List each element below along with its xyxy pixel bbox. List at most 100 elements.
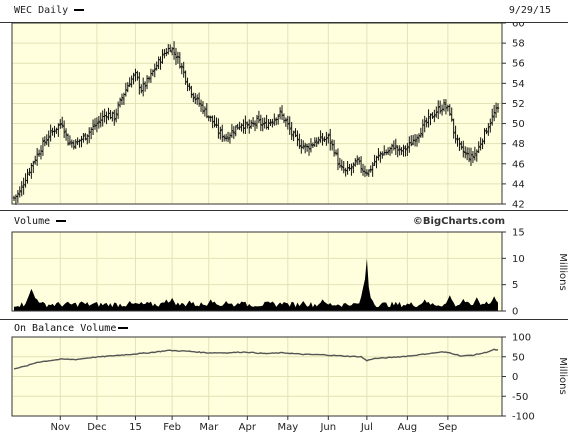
price-bar bbox=[415, 134, 419, 147]
price-bar bbox=[286, 115, 290, 130]
obv-y-axis: -100 -50 0 50 100 bbox=[502, 333, 535, 423]
price-bar bbox=[68, 135, 72, 146]
price-bar bbox=[190, 85, 193, 98]
price-bar bbox=[172, 41, 176, 60]
price-bar bbox=[188, 83, 191, 91]
price-bar bbox=[66, 133, 70, 146]
volume-header-band bbox=[0, 211, 568, 231]
chart-date: 9/29/15 bbox=[509, 5, 551, 16]
price-bar bbox=[309, 138, 313, 153]
price-bar bbox=[481, 138, 484, 150]
price-bar bbox=[234, 125, 237, 137]
x-tick-label: Feb bbox=[163, 422, 181, 433]
price-bar bbox=[487, 123, 490, 136]
price-bar bbox=[302, 140, 305, 150]
volume-y-axis: 0 5 10 15 bbox=[502, 228, 525, 318]
price-bar bbox=[296, 130, 299, 147]
price-bar bbox=[431, 112, 434, 119]
price-bar bbox=[211, 115, 214, 129]
price-bar bbox=[294, 128, 297, 138]
price-bar bbox=[246, 121, 249, 129]
price-bar bbox=[269, 119, 272, 127]
price-bar bbox=[450, 107, 453, 122]
price-bar bbox=[352, 162, 355, 174]
price-bar bbox=[128, 77, 131, 88]
price-bar bbox=[45, 134, 48, 146]
price-bar bbox=[230, 124, 234, 138]
price-bar bbox=[184, 70, 187, 85]
price-bar bbox=[126, 82, 129, 93]
price-y-tick-label: 50 bbox=[512, 119, 525, 130]
x-tick-label: Nov bbox=[51, 422, 71, 433]
price-bar bbox=[49, 124, 52, 142]
price-bar bbox=[303, 142, 307, 154]
price-bar bbox=[147, 76, 151, 83]
price-y-tick-label: 48 bbox=[512, 139, 525, 150]
price-bar bbox=[95, 117, 99, 133]
volume-legend-swatch bbox=[56, 220, 66, 222]
price-bar bbox=[219, 126, 222, 140]
obv-header-band bbox=[0, 320, 568, 336]
price-bar bbox=[315, 137, 318, 148]
price-bar bbox=[398, 145, 401, 156]
price-bar bbox=[406, 142, 409, 156]
volume-panel-border bbox=[11, 231, 503, 312]
volume-y-label: Millions bbox=[557, 253, 568, 290]
obv-panel: -100 -50 0 50 100 Millions bbox=[11, 333, 568, 423]
price-bar bbox=[371, 162, 374, 177]
price-bar bbox=[435, 106, 438, 118]
price-bar bbox=[404, 145, 407, 157]
price-bar bbox=[290, 122, 293, 141]
volume-panel-background bbox=[12, 232, 502, 311]
price-bar bbox=[325, 131, 328, 146]
obv-y-tick-label: 50 bbox=[512, 352, 525, 363]
price-bar bbox=[433, 109, 436, 123]
price-y-tick-label: 56 bbox=[512, 59, 525, 70]
price-bar bbox=[35, 147, 39, 166]
price-bar bbox=[475, 149, 478, 162]
volume-panel: 0 5 10 15 Millions bbox=[11, 228, 568, 318]
price-y-tick-label: 46 bbox=[512, 159, 525, 170]
price-bar bbox=[255, 114, 259, 129]
price-bar bbox=[284, 117, 288, 127]
price-bar bbox=[494, 102, 498, 118]
price-bar bbox=[346, 161, 349, 175]
price-bar bbox=[222, 134, 226, 142]
price-bar bbox=[72, 140, 75, 150]
price-bar bbox=[267, 118, 270, 130]
price-bar bbox=[59, 119, 62, 129]
price-bar bbox=[20, 181, 23, 197]
x-tick-label: 15 bbox=[129, 422, 142, 433]
x-axis: Nov Dec 15 Feb Mar Apr May Jun Jul Aug Sep bbox=[51, 416, 457, 433]
price-bar bbox=[473, 146, 477, 161]
price-bar bbox=[195, 94, 199, 105]
price-bar bbox=[477, 141, 480, 154]
price-bar bbox=[16, 190, 20, 203]
price-bar bbox=[334, 149, 338, 156]
price-bar bbox=[257, 110, 261, 124]
price-bar bbox=[471, 151, 475, 163]
price-bar bbox=[292, 130, 295, 142]
price-bar bbox=[182, 61, 185, 78]
price-bar bbox=[194, 92, 197, 105]
price-bar bbox=[354, 158, 357, 167]
price-bar bbox=[423, 115, 426, 133]
price-bar bbox=[74, 139, 77, 149]
price-bar bbox=[410, 135, 413, 147]
obv-y-label: Millions bbox=[557, 357, 568, 394]
price-bars bbox=[12, 41, 500, 205]
price-bar bbox=[93, 118, 97, 130]
price-panel: 42 44 46 48 50 52 54 56 58 60 bbox=[11, 19, 525, 211]
price-bar bbox=[373, 154, 376, 167]
price-bar bbox=[136, 70, 139, 81]
price-y-tick-label: 44 bbox=[512, 179, 525, 190]
price-bar bbox=[448, 104, 451, 116]
price-bar bbox=[396, 145, 399, 158]
price-bar bbox=[427, 109, 430, 128]
price-bar bbox=[91, 119, 95, 135]
price-bar bbox=[253, 120, 257, 132]
x-tick-label: Mar bbox=[199, 422, 219, 433]
obv-y-tick-label: 0 bbox=[512, 372, 518, 383]
price-bar bbox=[224, 133, 228, 142]
